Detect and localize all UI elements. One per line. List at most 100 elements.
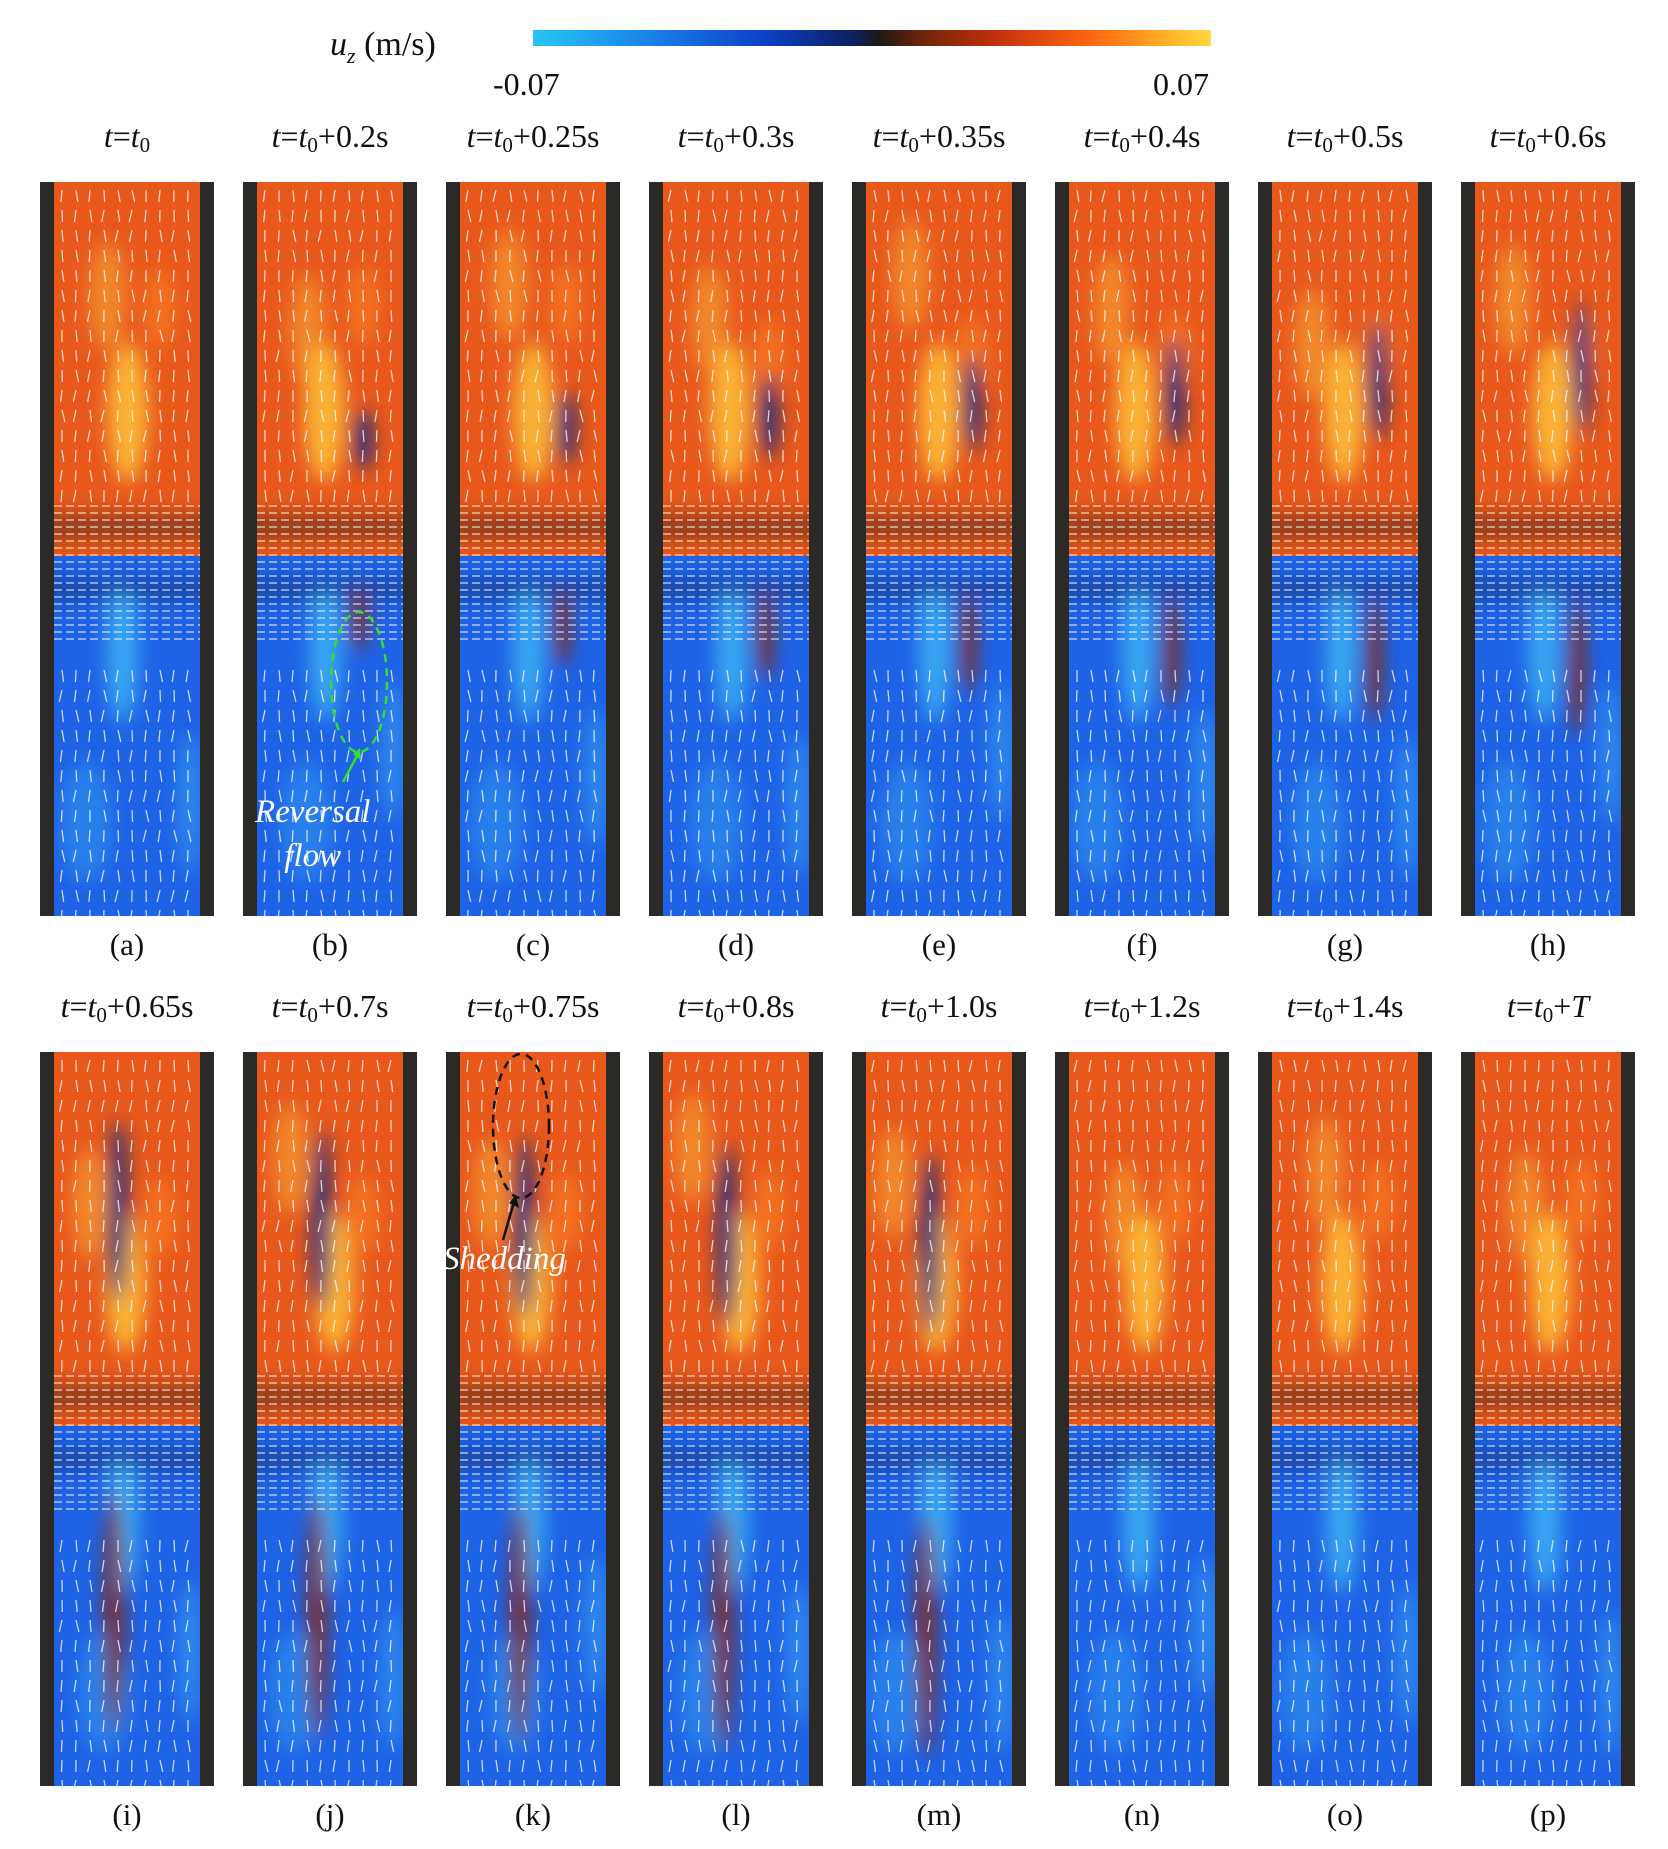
velocity-field-panel <box>1461 1052 1635 1786</box>
velocity-field-panel <box>1258 1052 1432 1786</box>
velocity-vectors <box>261 189 394 916</box>
panel-time-label: t=t0+1.2s <box>1083 988 1201 1027</box>
velocity-vectors <box>870 189 1004 916</box>
panel-label: (c) <box>515 927 551 962</box>
interface-vectors <box>1272 1375 1418 1510</box>
interface-vectors <box>460 1375 606 1510</box>
velocity-field-panel <box>649 1052 823 1786</box>
shedding-annotation: Shedding <box>443 1241 566 1277</box>
panel-label: (a) <box>109 927 145 962</box>
velocity-contours <box>1272 1117 1418 1752</box>
panel-label: (d) <box>717 927 755 962</box>
interface-vectors <box>257 1375 403 1510</box>
interface-vectors <box>663 1375 809 1510</box>
colorbar-symbol: u <box>330 26 347 63</box>
panel-time-label: t=t0+0.65s <box>60 988 194 1027</box>
colorbar-label: uz (m/s) <box>330 26 436 69</box>
panel-time-label: t=t0+0.75s <box>466 988 600 1027</box>
reversal-annotation-line1: Reversal <box>255 794 371 830</box>
velocity-field-panel <box>1258 182 1432 916</box>
panel-time-label: t=t0+0.8s <box>677 988 795 1027</box>
panel-label: (n) <box>1123 1797 1161 1832</box>
interface-vectors <box>460 505 606 640</box>
interface-vectors <box>257 505 403 640</box>
interface-vectors <box>866 1375 1012 1510</box>
reversal-flow-marker <box>329 610 389 783</box>
panel-label: (o) <box>1326 1797 1364 1832</box>
velocity-field-panel <box>852 182 1026 916</box>
velocity-vectors <box>58 189 192 916</box>
panel-time-label: t=t0+0.3s <box>677 118 795 157</box>
velocity-field-panel <box>446 182 620 916</box>
velocity-contours <box>460 1138 606 1752</box>
velocity-vectors <box>1479 1059 1613 1786</box>
velocity-vectors <box>464 1059 598 1786</box>
interface-vectors <box>1475 1375 1621 1510</box>
interface-vectors <box>54 1375 200 1510</box>
velocity-field-panel <box>243 182 417 916</box>
shedding-marker <box>491 1052 551 1241</box>
velocity-contours <box>663 265 809 882</box>
velocity-field-panel <box>852 1052 1026 1786</box>
velocity-field-panel <box>1055 182 1229 916</box>
interface-vectors <box>663 505 809 640</box>
velocity-field-panel <box>1055 1052 1229 1786</box>
panel-label: (h) <box>1529 927 1567 962</box>
panel-label: (p) <box>1529 1797 1567 1832</box>
interface-vectors <box>1272 505 1418 640</box>
panel-time-label: t=t0+0.6s <box>1489 118 1607 157</box>
panel-label: (i) <box>112 1797 142 1832</box>
velocity-vectors <box>1276 1059 1410 1786</box>
panel-label: (b) <box>311 927 349 962</box>
velocity-vectors <box>1073 189 1207 916</box>
velocity-vectors <box>464 189 598 916</box>
panel-time-label: t=t0 <box>103 118 151 157</box>
reversal-annotation-line2: flow <box>284 838 342 874</box>
velocity-vectors <box>667 1059 800 1786</box>
velocity-field-panel <box>1461 182 1635 916</box>
interface-vectors <box>1069 505 1215 640</box>
velocity-contours <box>1272 289 1418 882</box>
panel-label: (e) <box>921 927 957 962</box>
velocity-vectors <box>870 1059 1004 1786</box>
velocity-contours <box>54 240 200 882</box>
velocity-contours <box>257 265 403 882</box>
reversal-flow-annotation: Reversal flow <box>255 790 370 878</box>
panel-label: (k) <box>514 1797 552 1832</box>
velocity-vectors <box>261 1059 395 1786</box>
panel-time-label: t=t0+0.7s <box>271 988 389 1027</box>
interface-vectors <box>54 505 200 640</box>
velocity-vectors <box>1479 189 1613 916</box>
velocity-vectors <box>58 1059 191 1786</box>
interface-vectors <box>1475 505 1621 640</box>
panel-time-label: t=t0+T <box>1506 988 1590 1027</box>
velocity-field-panel <box>446 1052 620 1786</box>
panel-time-label: t=t0+0.2s <box>271 118 389 157</box>
velocity-contours <box>54 1122 200 1752</box>
panel-label: (m) <box>916 1797 962 1832</box>
velocity-field-panel <box>40 1052 214 1786</box>
interface-vectors <box>866 505 1012 640</box>
panel-label: (g) <box>1326 927 1364 962</box>
velocity-field-panel <box>649 182 823 916</box>
panel-time-label: t=t0+0.35s <box>872 118 1006 157</box>
velocity-field-panel <box>40 182 214 916</box>
velocity-vectors <box>667 189 801 916</box>
panel-time-label: t=t0+0.4s <box>1083 118 1201 157</box>
velocity-vectors <box>1276 189 1410 916</box>
colorbar-unit: (m/s) <box>364 26 436 63</box>
interface-vectors <box>1069 1375 1215 1510</box>
panel-time-label: t=t0+0.5s <box>1286 118 1404 157</box>
velocity-vectors <box>1073 1059 1207 1786</box>
colorbar <box>533 30 1211 46</box>
panel-label: (l) <box>721 1797 751 1832</box>
colorbar-subscript: z <box>347 42 356 68</box>
colorbar-max-label: 0.07 <box>1153 66 1209 102</box>
panel-time-label: t=t0+1.0s <box>880 988 998 1027</box>
panel-time-label: t=t0+0.25s <box>466 118 600 157</box>
colorbar-min-label: -0.07 <box>493 66 560 102</box>
velocity-field-panel <box>243 1052 417 1786</box>
panel-time-label: t=t0+1.4s <box>1286 988 1404 1027</box>
panel-label: (j) <box>315 1797 345 1832</box>
panel-label: (f) <box>1126 927 1158 962</box>
